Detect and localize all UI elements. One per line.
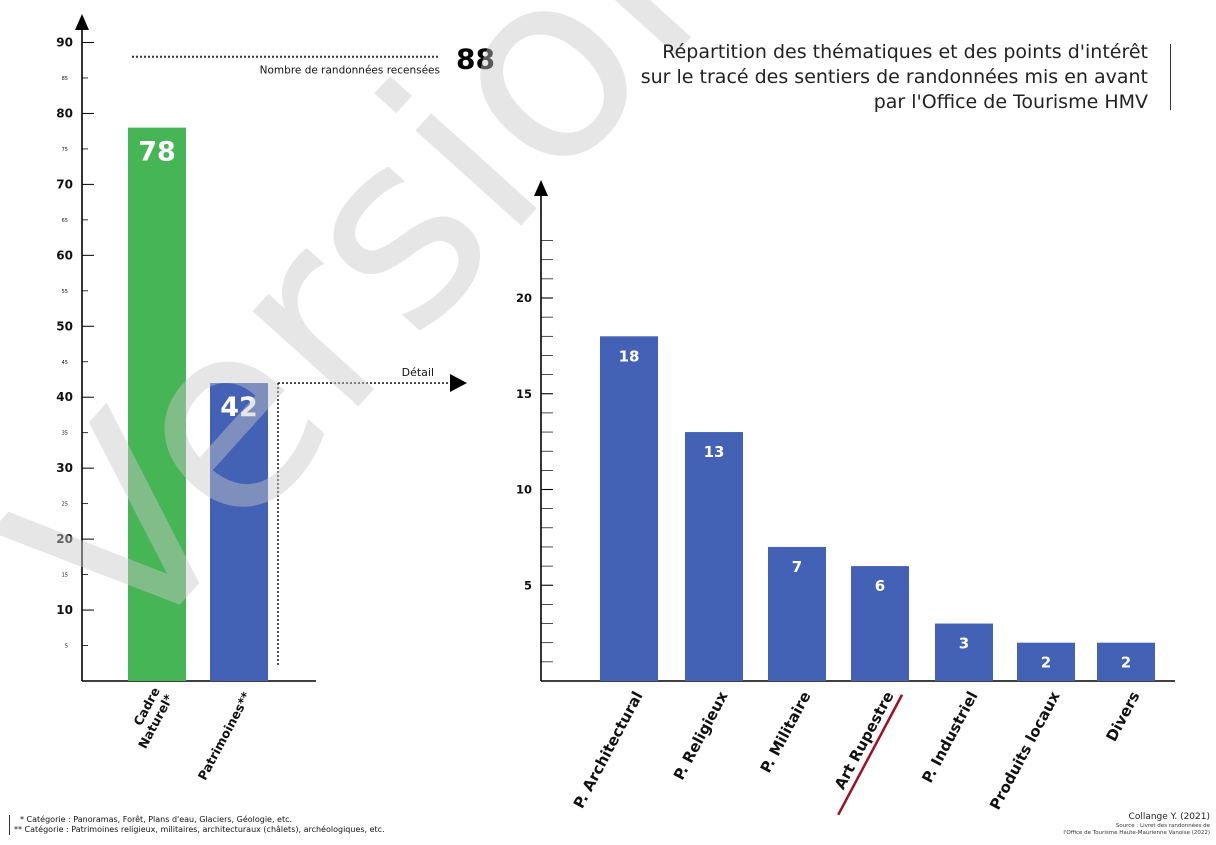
y-tick-label-2: 10 [516, 483, 532, 497]
bar [1097, 642, 1155, 681]
y-axis-2-arrow [534, 180, 548, 196]
x-tick-label-2: P. Militaire [757, 688, 815, 776]
x-tick-label-2: P. Architectural [570, 688, 647, 811]
y-minor-label-1: 55 [62, 289, 68, 295]
title-line-3: par l'Office de Tourisme HMV [873, 91, 1148, 113]
footnotes: * Catégorie : Panoramas, Forêt, Plans d'… [14, 815, 385, 835]
x-tick-label-2-text: Art Rupestre [831, 688, 898, 792]
title-line-2: sur le tracé des sentiers de randonnées … [640, 66, 1148, 88]
y-tick-label-1: 90 [56, 36, 73, 50]
data-label: 7 [792, 558, 802, 576]
y-tick-label-1: 20 [56, 532, 73, 546]
x-tick-label-2: P. Industriel [918, 688, 981, 785]
credits: Collange Y. (2021) Source : Livret des r… [1063, 811, 1210, 837]
footnote-1: * Catégorie : Panoramas, Forêt, Plans d'… [20, 815, 293, 824]
source-line-2: l'Office de Tourisme Haute-Maurienne Van… [1063, 830, 1210, 836]
y-minor-label-1: 45 [62, 360, 68, 366]
footnote-divider [9, 815, 10, 835]
data-label: 2 [1121, 654, 1131, 672]
x-tick-label-2: Produits locaux [986, 688, 1064, 813]
bar [768, 546, 826, 681]
y-minor-label-1: 25 [62, 502, 68, 508]
bar [851, 566, 909, 681]
y-axis-1-arrow [75, 14, 89, 30]
footnote-2: ** Catégorie : Patrimoines religieux, mi… [14, 825, 385, 834]
bar [1017, 642, 1075, 681]
detail-label: Détail [402, 366, 434, 379]
y-minor-label-1: 85 [62, 76, 68, 82]
data-label: 2 [1041, 654, 1051, 672]
y-tick-label-2: 20 [516, 291, 532, 305]
y-tick-label-2: 15 [516, 387, 532, 401]
y-tick-label-1: 60 [56, 248, 73, 262]
source-line-1: Source : Livret des randonnées de [1115, 823, 1210, 829]
reference-line-label: Nombre de randonnées recensées [260, 65, 440, 77]
y-tick-label-2: 5 [524, 578, 532, 592]
y-minor-label-1: 65 [62, 218, 68, 224]
x-tick-label-1: Patrimoines** [195, 689, 254, 783]
x-tick-label-2: P. Religieux [670, 688, 732, 783]
x-tick-label-2: Divers [1102, 688, 1143, 744]
bar [935, 623, 993, 681]
y-tick-label-1: 70 [56, 177, 73, 191]
detail-arrow [450, 374, 467, 393]
data-label: 78 [138, 137, 176, 168]
data-label: 3 [959, 635, 969, 653]
y-tick-label-1: 40 [56, 390, 73, 404]
y-minor-label-1: 5 [65, 644, 68, 650]
x-tick-label-2-text: P. Militaire [757, 688, 815, 776]
y-minor-label-1: 15 [62, 573, 68, 579]
bar [600, 336, 658, 681]
data-label: 42 [220, 392, 258, 423]
credit-text: Collange Y. (2021) [1128, 812, 1210, 822]
x-tick-label-2-text: Produits locaux [986, 688, 1064, 813]
x-tick-label-2-text: P. Architectural [570, 688, 647, 811]
title-line-1: Répartition des thématiques et des point… [662, 41, 1148, 63]
title-divider [1170, 44, 1171, 110]
y-minor-label-1: 75 [62, 147, 68, 153]
y-minor-label-1: 35 [62, 431, 68, 437]
bar [128, 127, 186, 682]
y-tick-label-1: 30 [56, 461, 73, 475]
x-tick-label-2-text: P. Religieux [670, 688, 732, 783]
data-label: 6 [875, 577, 885, 595]
bar [210, 383, 268, 681]
x-tick-label-1-line: Patrimoines** [195, 689, 254, 783]
x-tick-label-2-text: P. Industriel [918, 688, 981, 785]
data-label: 13 [704, 443, 725, 461]
x-tick-label-2-text: Divers [1102, 688, 1143, 744]
data-label: 18 [619, 347, 640, 365]
y-tick-label-1: 80 [56, 106, 73, 120]
bar [685, 432, 743, 681]
y-tick-label-1: 50 [56, 319, 73, 333]
reference-line-value: 88 [456, 43, 495, 76]
x-tick-label-2: Art Rupestre [831, 688, 904, 816]
highlight-underline [837, 694, 904, 816]
y-tick-label-1: 10 [56, 603, 73, 617]
chart-title: Répartition des thématiques et des point… [641, 40, 1148, 115]
